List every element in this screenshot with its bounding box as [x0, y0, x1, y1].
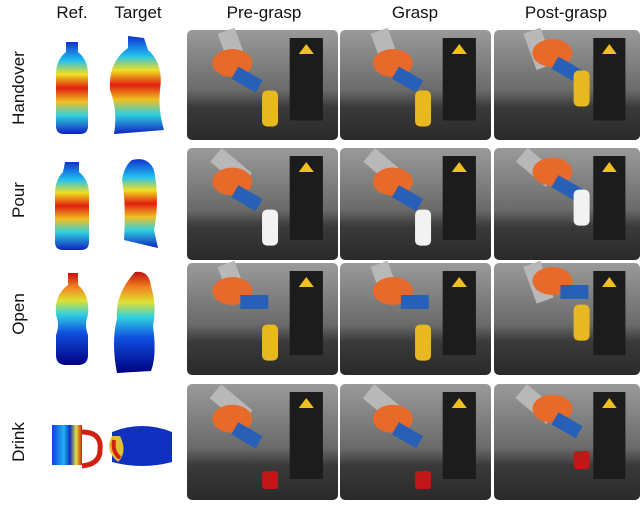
column-header: Ref.	[56, 3, 87, 22]
warning-sign	[298, 398, 314, 408]
photo	[340, 147, 491, 260]
warning-sign	[451, 44, 467, 54]
warning-sign	[602, 44, 617, 54]
target-shape	[109, 36, 172, 466]
bottle	[415, 209, 432, 246]
warning-sign	[298, 162, 314, 172]
gripper	[551, 412, 583, 439]
warning-sign	[298, 277, 314, 287]
gripper	[400, 295, 429, 309]
bottle	[415, 324, 432, 361]
row-label: Handover	[9, 51, 28, 125]
bottle	[262, 209, 279, 246]
mug	[262, 471, 279, 489]
mug	[415, 471, 432, 489]
photo	[340, 27, 491, 140]
bottle	[573, 70, 590, 107]
reference-shape	[52, 42, 103, 469]
photo	[494, 384, 640, 500]
warning-sign	[602, 277, 617, 287]
photo-grid	[187, 27, 640, 500]
bottle	[262, 90, 279, 127]
photo	[187, 384, 338, 500]
photo	[187, 27, 338, 140]
row-label: Pour	[9, 182, 28, 218]
warning-sign	[451, 277, 467, 287]
gripper	[231, 185, 263, 212]
photo	[187, 260, 338, 375]
column-header: Grasp	[392, 3, 438, 22]
photo	[494, 260, 640, 375]
gripper	[231, 422, 263, 449]
mug	[573, 451, 590, 469]
gripper	[240, 295, 269, 309]
gripper	[391, 66, 424, 93]
bottle	[262, 324, 279, 361]
photo	[494, 147, 640, 260]
row-label: Open	[9, 293, 28, 335]
photo	[340, 384, 491, 500]
photo	[187, 147, 338, 260]
photo	[340, 260, 491, 375]
gripper	[560, 285, 589, 299]
warning-sign	[602, 162, 617, 172]
bottle	[415, 90, 432, 127]
warning-sign	[298, 44, 314, 54]
gripper	[231, 66, 263, 93]
bottle	[573, 189, 590, 226]
column-header: Post-grasp	[525, 3, 607, 22]
column-header: Target	[114, 3, 162, 22]
photo	[494, 27, 640, 140]
warning-sign	[451, 162, 467, 172]
warning-sign	[602, 398, 617, 408]
warning-sign	[451, 398, 467, 408]
bottle	[573, 304, 590, 341]
column-header: Pre-grasp	[227, 3, 302, 22]
gripper	[391, 422, 424, 449]
gripper	[391, 185, 424, 212]
row-label: Drink	[9, 422, 28, 462]
